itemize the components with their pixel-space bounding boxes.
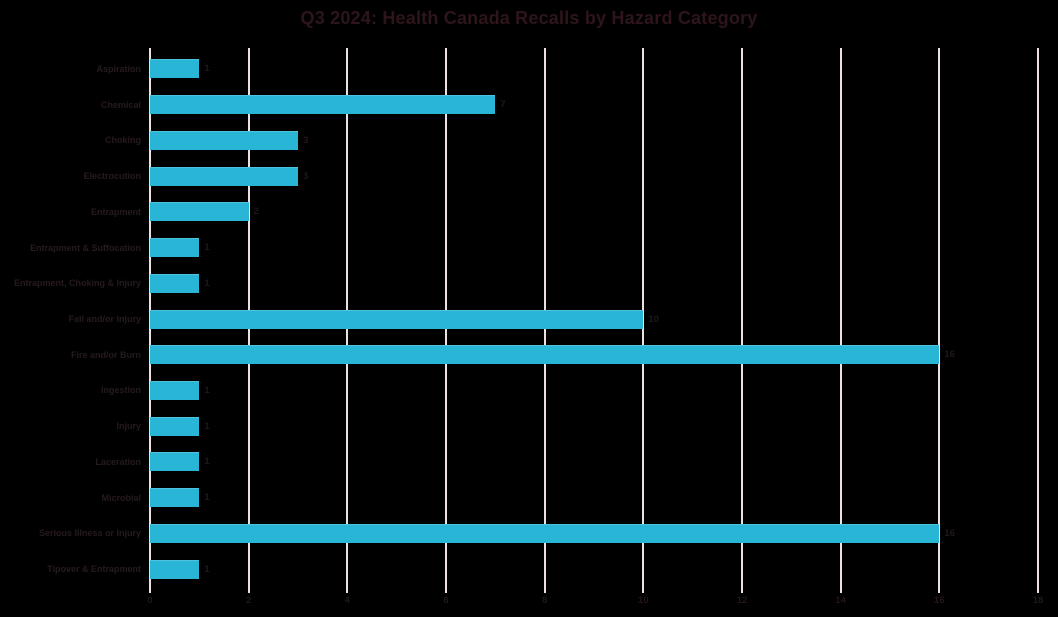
value-label: 1 xyxy=(204,242,210,254)
value-label: 7 xyxy=(500,99,506,111)
category-label: Tipover & Entrapment xyxy=(47,564,141,575)
value-label: 1 xyxy=(204,384,210,396)
category-label: Entrapment & Suffocation xyxy=(29,242,141,253)
bar xyxy=(150,273,200,293)
gridline xyxy=(1037,48,1039,586)
bar xyxy=(150,452,200,472)
category-label: Ingestion xyxy=(101,385,141,396)
bar xyxy=(150,59,200,79)
value-label: 3 xyxy=(303,134,309,146)
value-label: 10 xyxy=(648,313,659,325)
x-tick-label: 18 xyxy=(1032,595,1044,606)
category-axis-labels: Aspiration Chemical Choking Electrocution En… xyxy=(0,48,146,586)
x-tick-mark xyxy=(741,586,743,593)
value-label: 16 xyxy=(944,527,955,539)
bar xyxy=(150,166,298,186)
bar xyxy=(150,416,200,436)
x-tick-label: 14 xyxy=(835,595,846,606)
plot-area: 1 7 3 3 2 1 1 10 16 1 1 1 1 16 1 xyxy=(149,48,1039,586)
category-label: Chemical xyxy=(100,99,141,110)
category-label: Microbial xyxy=(101,492,141,503)
category-label: Electrocution xyxy=(83,171,141,182)
x-tick-label: 12 xyxy=(736,595,748,606)
x-tick-mark xyxy=(1037,586,1039,593)
chart-title: Q3 2024: Health Canada Recalls by Hazard… xyxy=(300,8,758,28)
value-label: 1 xyxy=(204,563,210,575)
x-tick-label: 0 xyxy=(147,595,153,606)
x-tick-mark xyxy=(247,586,250,593)
bar xyxy=(150,345,940,365)
category-label: Serious Illness or Injury xyxy=(38,528,141,539)
category-label: Entrapment, Choking & Injury xyxy=(13,278,141,289)
bar xyxy=(150,523,940,543)
bar xyxy=(150,202,249,222)
value-label: 1 xyxy=(204,63,210,75)
bar xyxy=(150,488,200,508)
x-tick-label: 6 xyxy=(443,595,449,606)
category-label: Aspiration xyxy=(96,63,141,74)
gridline xyxy=(938,48,941,586)
x-tick-mark xyxy=(938,586,941,593)
gridline xyxy=(741,48,743,586)
gridline xyxy=(642,48,645,586)
category-label: Injury xyxy=(116,421,141,432)
value-label: 1 xyxy=(204,456,210,468)
bar xyxy=(150,309,644,329)
bar xyxy=(150,559,200,579)
x-tick-label: 8 xyxy=(542,595,548,606)
category-label: Fire and/or Burn xyxy=(70,349,141,360)
value-label: 2 xyxy=(253,206,259,218)
category-label: Entrapment xyxy=(90,206,141,217)
x-tick-label: 2 xyxy=(246,595,252,606)
x-tick-label: 16 xyxy=(934,595,945,606)
x-axis: 0 2 4 6 8 10 12 14 16 18 xyxy=(147,586,1043,614)
value-label: 1 xyxy=(204,492,210,504)
category-label: Laceration xyxy=(95,456,141,467)
x-tick-label: 10 xyxy=(638,595,649,606)
x-tick-mark xyxy=(839,586,842,593)
value-label: 16 xyxy=(944,349,955,361)
value-label: 3 xyxy=(303,170,309,182)
bar xyxy=(150,380,200,400)
value-label: 1 xyxy=(204,277,210,289)
x-tick-mark xyxy=(346,586,349,593)
category-label: Fall and/or Injury xyxy=(68,314,141,324)
x-tick-mark xyxy=(642,586,645,593)
x-tick-mark xyxy=(543,586,546,593)
category-label: Choking xyxy=(105,135,141,146)
x-tick-label: 4 xyxy=(344,595,350,606)
x-tick-mark xyxy=(149,586,151,593)
bar xyxy=(150,95,496,115)
value-label: 1 xyxy=(204,420,210,432)
gridline xyxy=(839,48,842,586)
bar xyxy=(150,238,200,258)
x-tick-mark xyxy=(445,586,447,593)
bar xyxy=(150,130,298,150)
